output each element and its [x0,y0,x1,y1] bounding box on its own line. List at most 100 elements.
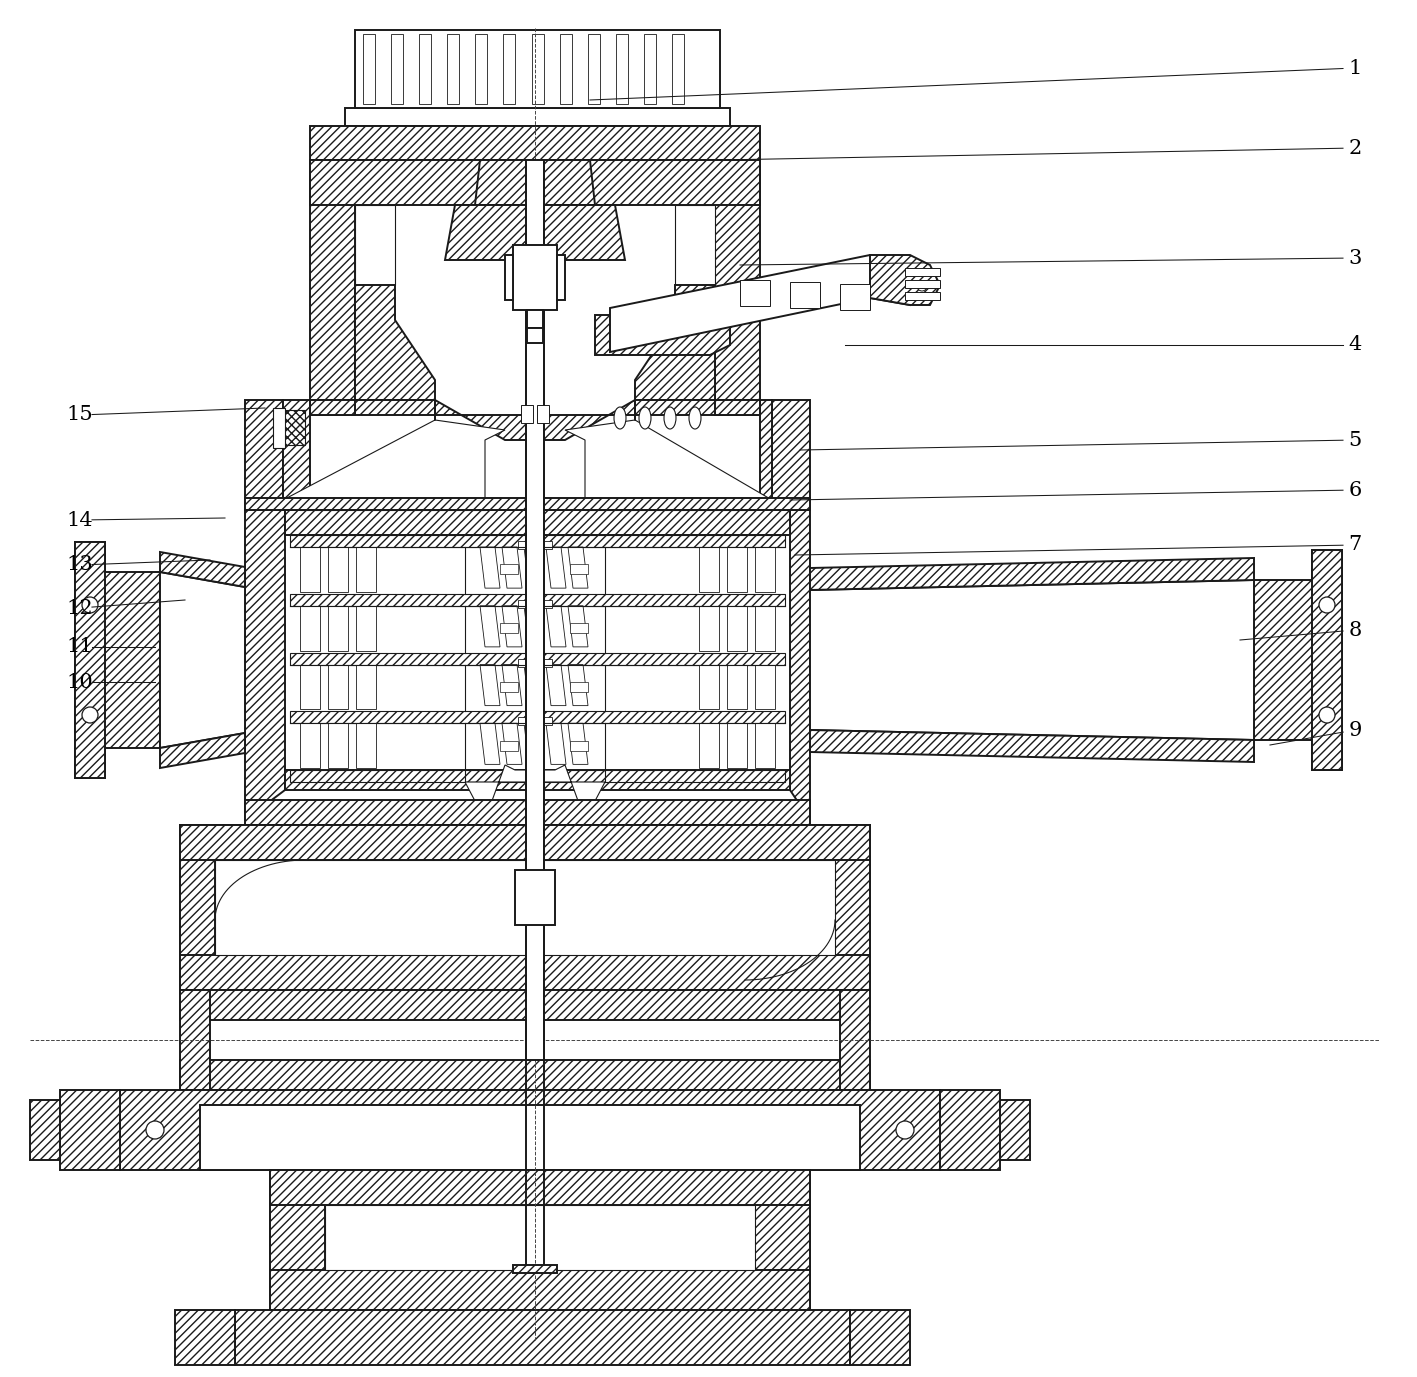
Bar [570,565,588,574]
Bar [285,770,791,790]
Polygon shape [811,730,1254,761]
Polygon shape [310,127,760,160]
Bar [60,1091,120,1170]
Polygon shape [283,399,356,509]
Bar [905,292,939,300]
Bar [504,255,513,300]
Bar [285,509,791,536]
Bar [475,34,487,105]
Text: 15: 15 [67,405,94,424]
Polygon shape [75,543,160,778]
Bar [327,665,349,709]
Bar [672,34,684,105]
Bar [939,1091,1000,1170]
Text: 6: 6 [1349,481,1362,500]
Bar [643,34,656,105]
Bar [727,665,747,709]
Bar [513,245,557,310]
Text: 8: 8 [1349,621,1362,639]
Polygon shape [568,665,588,705]
Bar [840,990,870,1091]
Polygon shape [524,606,544,647]
Polygon shape [546,606,565,647]
Polygon shape [524,723,544,764]
Bar [521,405,533,423]
Bar [527,310,543,328]
Bar [755,547,775,592]
Polygon shape [1254,549,1342,770]
Bar [791,282,820,308]
Ellipse shape [639,408,650,430]
Bar [500,682,519,691]
Polygon shape [480,723,500,764]
Polygon shape [160,571,245,748]
Polygon shape [811,558,1254,589]
Bar [544,541,553,549]
Bar [300,723,320,768]
Polygon shape [546,665,565,705]
Bar [500,741,519,750]
Polygon shape [445,205,625,260]
Bar [327,606,349,651]
Text: 12: 12 [67,599,94,617]
Bar [448,34,459,105]
Bar [327,547,349,592]
Bar [273,408,285,448]
Text: 11: 11 [67,638,94,657]
Bar [180,990,210,1091]
Bar [245,498,811,509]
Bar [727,723,747,768]
Bar [235,1310,850,1365]
Ellipse shape [614,408,626,430]
Polygon shape [609,255,910,353]
Polygon shape [811,580,1254,739]
Bar [699,606,718,651]
Polygon shape [546,547,565,588]
Bar [180,990,870,1020]
Bar [755,723,775,768]
Bar [519,658,526,666]
Bar [588,34,599,105]
Polygon shape [565,399,772,509]
Bar [519,600,526,607]
Bar [699,547,718,592]
Bar [215,861,835,956]
Ellipse shape [689,408,701,430]
Bar [531,34,544,105]
Bar [356,606,376,651]
Bar [544,658,553,666]
Polygon shape [310,160,760,205]
Bar [514,870,555,925]
Bar [200,1104,860,1170]
Bar [905,269,939,275]
Bar [30,1100,60,1159]
Bar [740,280,769,306]
Bar [699,723,718,768]
Bar [905,280,939,288]
Bar [519,541,526,549]
Polygon shape [356,285,435,399]
Polygon shape [283,399,504,509]
Bar [557,255,565,300]
Polygon shape [245,509,285,819]
Circle shape [917,281,927,291]
Bar [327,723,349,768]
Bar [537,405,548,423]
Bar [527,328,543,343]
Polygon shape [674,205,716,285]
Bar [513,1265,557,1272]
Bar [1000,1100,1030,1159]
Bar [180,825,870,861]
Bar [699,665,718,709]
Polygon shape [524,547,544,588]
Bar [755,665,775,709]
Polygon shape [568,547,588,588]
Bar [755,606,775,651]
Polygon shape [480,606,500,647]
Polygon shape [568,723,588,764]
Polygon shape [524,665,544,705]
Polygon shape [716,399,772,509]
Bar [616,34,628,105]
Bar [727,606,747,651]
Bar [176,1310,235,1365]
